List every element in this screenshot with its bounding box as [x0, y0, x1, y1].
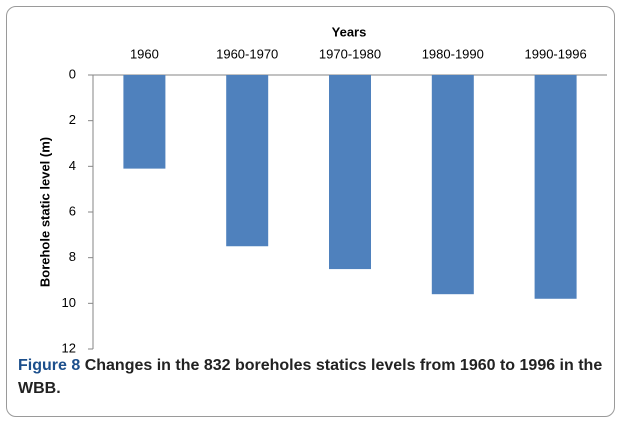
- y-tick-label: 0: [69, 66, 76, 81]
- y-tick-label: 8: [69, 249, 76, 264]
- x-tick-label: 1970-1980: [319, 46, 381, 61]
- x-tick-label: 1960: [130, 46, 159, 61]
- y-tick-label: 12: [62, 340, 76, 355]
- caption-text: Changes in the 832 boreholes statics lev…: [18, 357, 603, 397]
- bar: [329, 75, 371, 270]
- y-tick-label: 6: [69, 203, 76, 218]
- figure-frame: [6, 6, 615, 417]
- x-tick-label: 1980-1990: [422, 46, 484, 61]
- x-axis-title: Years: [332, 24, 367, 39]
- bar: [226, 75, 269, 247]
- caption-label: Figure 8: [18, 357, 81, 374]
- figure-caption: Figure 8 Changes in the 832 boreholes st…: [18, 354, 608, 400]
- bar: [534, 75, 577, 299]
- bar: [431, 75, 474, 295]
- y-tick-label: 4: [69, 158, 76, 173]
- x-tick-label: 1990-1996: [525, 46, 587, 61]
- y-axis-title: Borehole static level (m): [37, 137, 52, 287]
- bar: [123, 75, 166, 169]
- y-tick-label: 10: [62, 295, 76, 310]
- y-tick-label: 2: [69, 112, 76, 127]
- x-tick-label: 1960-1970: [216, 46, 278, 61]
